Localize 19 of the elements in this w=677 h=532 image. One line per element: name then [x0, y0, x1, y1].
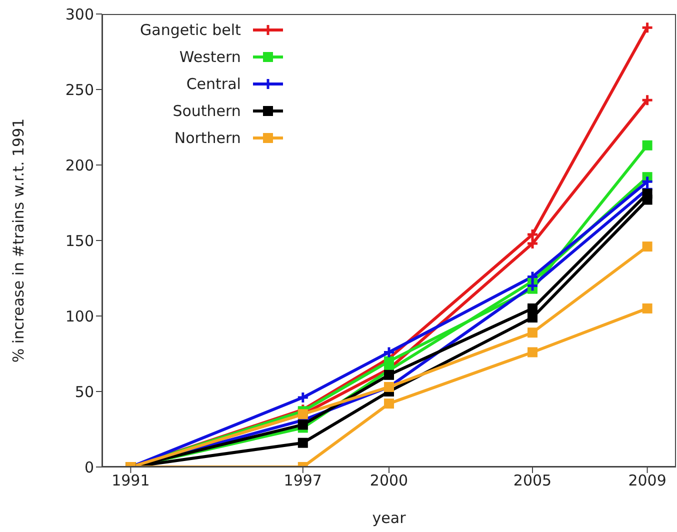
y-tick-label: 50	[74, 382, 94, 401]
y-tick-label: 100	[65, 307, 94, 326]
y-tick-label: 0	[84, 458, 94, 476]
legend-label: Gangetic belt	[140, 20, 241, 38]
y-tick-label: 300	[65, 5, 94, 24]
legend-label: Central	[186, 74, 241, 92]
y-tick-label: 250	[65, 80, 94, 99]
x-axis-title: year	[372, 509, 407, 527]
y-tick-label: 150	[65, 232, 94, 250]
x-tick-label: 1991	[112, 472, 150, 490]
x-tick-label: 2009	[628, 472, 666, 490]
legend-label: Western	[179, 48, 241, 66]
legend-label: Northern	[174, 128, 241, 146]
legend-label: Southern	[172, 102, 241, 120]
x-tick-label: 2005	[513, 472, 552, 490]
x-tick-label: 1997	[284, 472, 322, 490]
y-tick-label: 200	[65, 156, 94, 174]
y-axis-title: % increase in #trains w.r.t. 1991	[9, 118, 28, 363]
x-tick-label: 2000	[370, 472, 408, 490]
